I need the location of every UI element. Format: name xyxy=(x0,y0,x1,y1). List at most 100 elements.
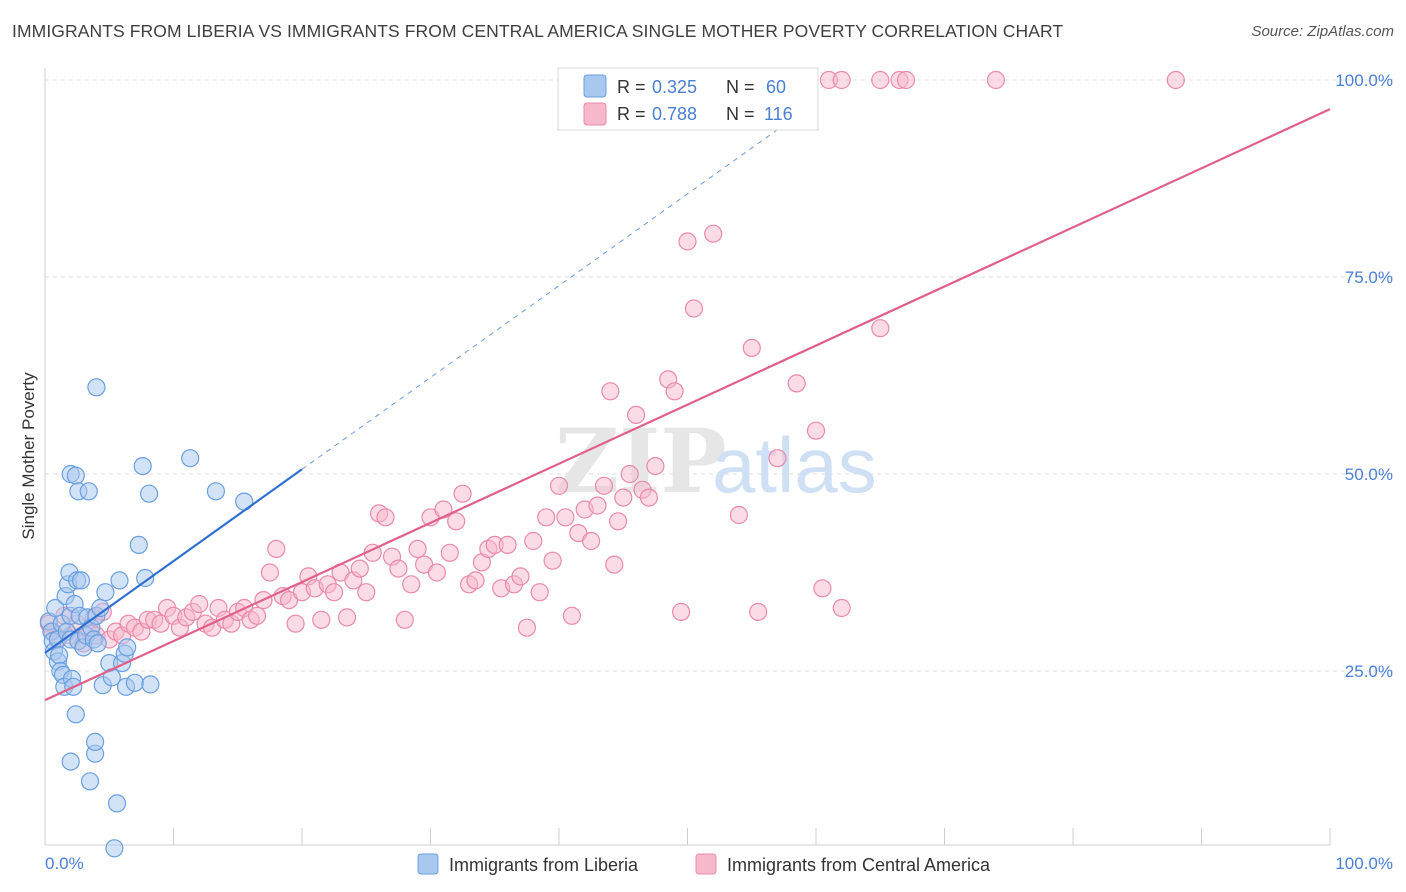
central-america-point-51 xyxy=(357,583,376,602)
legend-r-label-2: R = xyxy=(617,104,646,124)
legend-swatch-blue xyxy=(583,74,607,98)
legend-swatch-pink xyxy=(583,102,607,126)
liberia-point-26 xyxy=(71,571,91,590)
liberia-point-60 xyxy=(181,449,200,468)
x-axis-ticks xyxy=(44,828,1331,845)
central-america-point-73 xyxy=(498,535,517,555)
central-america-point-44 xyxy=(312,610,331,629)
liberia-point-52 xyxy=(133,457,152,476)
central-america-point-89 xyxy=(601,382,620,401)
y-axis-label: Single Mother Poverty xyxy=(19,372,38,540)
central-america-point-58 xyxy=(402,575,421,594)
central-america-point-106 xyxy=(768,449,787,468)
central-america-point-82 xyxy=(556,508,575,527)
liberia-point-30 xyxy=(80,772,100,791)
central-america-point-64 xyxy=(440,543,459,562)
y-tick-label-3: 100.0% xyxy=(1335,71,1393,90)
liberia-point-45 xyxy=(110,571,129,590)
central-america-point-100 xyxy=(671,602,691,622)
central-america-point-57 xyxy=(395,610,414,629)
central-america-point-93 xyxy=(620,464,639,484)
bottom-legend-swatch-central-america xyxy=(695,853,717,875)
central-america-point-46 xyxy=(325,583,344,602)
watermark-atlas: atlas xyxy=(712,421,877,509)
liberia-point-40 xyxy=(96,583,115,602)
central-america-point-88 xyxy=(594,476,614,495)
central-america-point-80 xyxy=(543,551,562,570)
central-america-point-96 xyxy=(639,488,659,507)
central-america-point-87 xyxy=(588,496,607,515)
bottom-legend-label-liberia: Immigrants from Liberia xyxy=(449,855,639,875)
y-tick-label-0: 25.0% xyxy=(1345,662,1393,681)
bottom-legend-swatch-liberia xyxy=(417,853,439,875)
x-tick-label-max: 100.0% xyxy=(1335,854,1393,873)
legend-r-value-1: 0.325 xyxy=(652,77,697,97)
liberia-point-55 xyxy=(141,675,160,694)
legend-n-label-1: N = xyxy=(726,77,755,97)
central-america-point-40 xyxy=(286,614,305,633)
central-america-point-76 xyxy=(517,618,537,637)
central-america-point-56 xyxy=(389,559,408,578)
central-america-point-111 xyxy=(871,319,890,338)
central-america-point-91 xyxy=(608,512,628,531)
central-america-point-110 xyxy=(832,598,851,618)
y-tick-labels: 25.0% 50.0% 75.0% 100.0% xyxy=(1335,71,1393,681)
liberia-point-43 xyxy=(105,839,124,858)
central-america-point-107 xyxy=(787,374,806,393)
central-america-point-86 xyxy=(581,531,601,551)
series-liberia-points xyxy=(39,378,254,858)
central-america-point-54 xyxy=(376,508,395,527)
liberia-point-37 xyxy=(88,634,107,653)
liberia-point-59 xyxy=(79,482,98,501)
liberia-point-51 xyxy=(129,535,148,555)
central-america-point-118 xyxy=(1166,70,1185,90)
grid-lines xyxy=(45,79,1393,672)
bottom-legend-label-central-america: Immigrants from Central America xyxy=(727,855,991,875)
liberia-point-22 xyxy=(61,752,80,771)
y-tick-label-1: 50.0% xyxy=(1345,465,1393,484)
bottom-legend: Immigrants from Liberia Immigrants from … xyxy=(417,853,991,875)
central-america-point-102 xyxy=(684,299,704,318)
central-america-point-79 xyxy=(537,508,556,527)
central-america-trend-line xyxy=(44,108,1331,702)
central-america-point-119 xyxy=(749,602,768,622)
liberia-point-50 xyxy=(125,673,144,692)
liberia-point-34 xyxy=(85,732,105,752)
central-america-point-94 xyxy=(626,405,646,424)
series-central-america-points xyxy=(39,70,1185,653)
liberia-point-7 xyxy=(49,646,69,665)
liberia-point-35 xyxy=(87,378,106,397)
chart-title: IMMIGRANTS FROM LIBERIA VS IMMIGRANTS FR… xyxy=(12,21,1064,41)
x-tick-label-min: 0.0% xyxy=(45,854,84,873)
central-america-point-50 xyxy=(350,559,369,578)
liberia-point-21 xyxy=(66,705,85,724)
legend-r-label-1: R = xyxy=(617,77,646,97)
legend-n-value-2: 116 xyxy=(764,104,793,124)
central-america-point-34 xyxy=(247,606,267,625)
central-america-point-83 xyxy=(562,606,582,625)
trend-lines xyxy=(44,101,1331,702)
legend-n-value-1: 60 xyxy=(766,77,786,97)
central-america-point-104 xyxy=(729,505,749,525)
central-america-point-81 xyxy=(549,476,569,495)
liberia-point-57 xyxy=(66,466,85,485)
central-america-point-78 xyxy=(530,583,549,602)
liberia-point-44 xyxy=(107,794,127,813)
central-america-point-97 xyxy=(646,457,665,476)
central-america-point-116 xyxy=(896,70,916,90)
central-america-point-77 xyxy=(524,531,543,551)
central-america-point-114 xyxy=(871,70,890,90)
y-tick-label-2: 75.0% xyxy=(1345,268,1393,287)
central-america-point-62 xyxy=(427,563,446,582)
central-america-point-59 xyxy=(408,539,427,559)
central-america-point-75 xyxy=(511,567,530,586)
liberia-point-4 xyxy=(46,598,65,618)
central-america-point-109 xyxy=(813,579,832,598)
central-america-point-68 xyxy=(466,571,485,590)
central-america-point-103 xyxy=(704,224,723,243)
central-america-point-99 xyxy=(665,382,684,401)
central-america-point-48 xyxy=(337,608,357,627)
legend-n-label-2: N = xyxy=(726,104,755,124)
liberia-trend-line xyxy=(44,468,303,654)
